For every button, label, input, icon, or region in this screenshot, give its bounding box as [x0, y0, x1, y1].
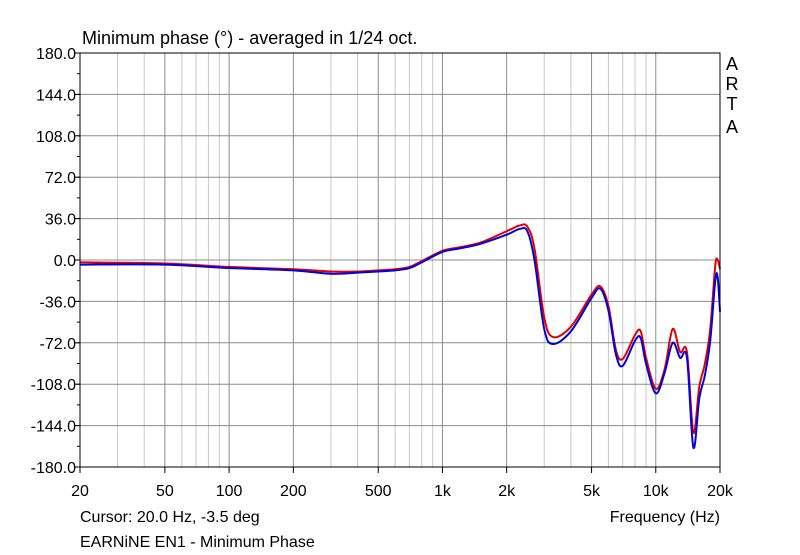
y-tick-label: -36.0 [40, 294, 77, 311]
y-tick-label: 108.0 [36, 129, 76, 146]
x-tick-label: 200 [280, 483, 307, 500]
y-tick-label: -108.0 [31, 377, 76, 394]
x-axis-ticks: 20 50 100 200 500 1k 2k 5k 10k 20k [71, 467, 734, 500]
brand-letter: A [726, 54, 738, 74]
x-tick-label: 2k [498, 483, 516, 500]
brand-mark: A R T A [726, 54, 739, 137]
y-tick-label: 0.0 [54, 253, 76, 270]
x-tick-label: 500 [365, 483, 392, 500]
y-tick-label: 144.0 [36, 87, 76, 104]
x-tick-label: 20 [71, 483, 89, 500]
brand-letter: T [727, 94, 738, 114]
y-tick-label: -72.0 [40, 336, 77, 353]
y-tick-label: -144.0 [31, 419, 76, 436]
y-tick-label: 180.0 [36, 46, 76, 63]
x-tick-label: 50 [156, 483, 174, 500]
y-axis-ticks: 180.0 144.0 108.0 72.0 36.0 0.0 -36.0 -72.0 -108… [31, 46, 80, 477]
y-tick-label: 36.0 [45, 212, 76, 229]
x-tick-label: 5k [583, 483, 601, 500]
x-tick-label: 10k [643, 483, 670, 500]
cursor-readout: Cursor: 20.0 Hz, -3.5 deg [80, 509, 260, 526]
x-tick-label: 20k [707, 483, 734, 500]
y-tick-label: -180.0 [31, 460, 76, 477]
major-grid [79, 52, 721, 468]
y-tick-label: 72.0 [45, 170, 76, 187]
brand-letter: R [726, 74, 739, 94]
x-tick-label: 100 [216, 483, 243, 500]
chart-subtitle: EARNiNE EN1 - Minimum Phase [80, 534, 315, 551]
series-line [79, 226, 721, 449]
series-line [79, 223, 721, 434]
series-layer [79, 223, 721, 449]
plot-frame [79, 52, 721, 468]
x-axis-label: Frequency (Hz) [610, 509, 720, 526]
chart-title: Minimum phase (°) - averaged in 1/24 oct… [82, 28, 417, 48]
x-tick-label: 1k [434, 483, 452, 500]
brand-letter: A [726, 117, 738, 137]
